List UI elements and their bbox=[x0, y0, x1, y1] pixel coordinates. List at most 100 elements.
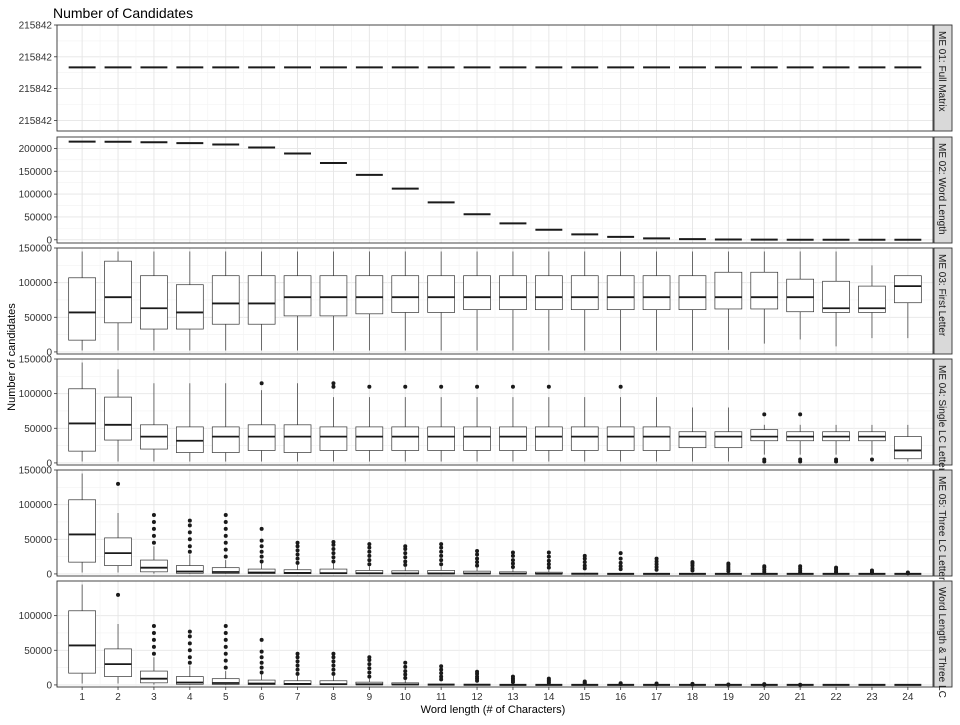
outlier-point bbox=[295, 540, 300, 545]
outlier-point bbox=[834, 457, 839, 462]
outlier-point bbox=[259, 549, 264, 554]
outlier-point bbox=[331, 667, 336, 672]
outlier-point bbox=[654, 567, 659, 572]
outlier-point bbox=[439, 384, 444, 389]
box-iqr bbox=[176, 565, 204, 574]
panel-4: 0 50000 100000 150000 ME 04: Single LC Lette… bbox=[19, 355, 953, 472]
facet-strip-label: ME 04: Single LC Letter bbox=[936, 365, 947, 472]
outlier-point bbox=[259, 559, 264, 564]
chart-title: Number of Candidates bbox=[53, 5, 193, 21]
outlier-point bbox=[403, 664, 408, 669]
panel-1: 215842 215842 215842 215842 ME 01: Full Matr… bbox=[19, 21, 953, 132]
box-13 bbox=[499, 384, 527, 462]
y-tick-label: 100000 bbox=[19, 389, 53, 400]
box-10 bbox=[391, 251, 420, 351]
facet-strip-label: ME 05: Three LC Letters bbox=[936, 476, 947, 585]
box-5 bbox=[211, 251, 240, 351]
outlier-point bbox=[116, 481, 121, 486]
outlier-point bbox=[403, 546, 408, 551]
box-iqr bbox=[535, 275, 563, 311]
x-tick-label: 6 bbox=[259, 692, 265, 703]
box-13 bbox=[499, 550, 527, 575]
box-iqr bbox=[104, 537, 132, 566]
box-iqr bbox=[211, 426, 240, 453]
outlier-point bbox=[223, 637, 228, 642]
outlier-point bbox=[367, 384, 372, 389]
outlier-point bbox=[259, 526, 264, 531]
y-tick-label: 150000 bbox=[19, 167, 53, 178]
x-tick-label: 20 bbox=[759, 692, 771, 703]
outlier-point bbox=[151, 624, 156, 629]
x-tick-label: 2 bbox=[115, 692, 121, 703]
outlier-point bbox=[403, 672, 408, 677]
box-11 bbox=[427, 251, 455, 351]
box-8 bbox=[319, 251, 348, 351]
outlier-point bbox=[475, 384, 480, 389]
panel-border bbox=[56, 247, 934, 355]
box-iqr bbox=[535, 426, 563, 451]
outlier-point bbox=[403, 669, 408, 674]
box-iqr bbox=[247, 568, 276, 574]
box-2 bbox=[104, 481, 132, 573]
box-19 bbox=[714, 407, 743, 462]
outlier-point bbox=[546, 558, 551, 563]
outlier-point bbox=[151, 630, 156, 635]
outlier-point bbox=[223, 533, 228, 538]
facet-strip bbox=[933, 24, 953, 132]
x-tick-label: 8 bbox=[331, 692, 337, 703]
outlier-point bbox=[654, 681, 659, 686]
outlier-point bbox=[187, 641, 192, 646]
box-20 bbox=[750, 682, 778, 687]
box-iqr bbox=[247, 424, 276, 451]
outlier-point bbox=[151, 540, 156, 545]
outlier-point bbox=[869, 457, 874, 462]
outlier-point bbox=[331, 546, 336, 551]
y-tick-label: 100000 bbox=[19, 278, 53, 289]
box-14 bbox=[535, 676, 563, 686]
y-tick-label: 50000 bbox=[24, 646, 52, 657]
panels-layer: 215842 215842 215842 215842 ME 01: Full Matr… bbox=[19, 21, 953, 698]
outlier-point bbox=[798, 564, 803, 569]
outlier-point bbox=[187, 523, 192, 528]
outlier-point bbox=[223, 540, 228, 545]
box-2 bbox=[104, 592, 132, 684]
box-15 bbox=[570, 251, 599, 351]
outlier-point bbox=[223, 665, 228, 670]
outlier-point bbox=[367, 655, 372, 660]
outlier-point bbox=[367, 553, 372, 558]
box-iqr bbox=[355, 426, 384, 451]
x-tick-label: 16 bbox=[615, 692, 627, 703]
box-3 bbox=[140, 383, 168, 462]
outlier-point bbox=[582, 560, 587, 565]
outlier-point bbox=[834, 565, 839, 570]
outlier-point bbox=[475, 552, 480, 557]
outlier-point bbox=[582, 556, 587, 561]
outlier-point bbox=[618, 384, 623, 389]
box-20 bbox=[750, 251, 779, 344]
x-tick-label: 15 bbox=[579, 692, 591, 703]
y-tick-label: 50000 bbox=[24, 535, 52, 546]
box-12 bbox=[463, 384, 491, 462]
box-23 bbox=[858, 568, 886, 575]
box-19 bbox=[714, 251, 743, 350]
box-iqr bbox=[283, 424, 312, 453]
box-iqr bbox=[606, 426, 635, 451]
outlier-point bbox=[618, 556, 623, 561]
outlier-point bbox=[510, 553, 515, 558]
box-iqr bbox=[822, 280, 850, 313]
outlier-point bbox=[151, 651, 156, 656]
x-tick-label: 1 bbox=[79, 692, 85, 703]
box-iqr bbox=[570, 426, 599, 451]
facet-strip bbox=[933, 247, 953, 355]
outlier-point bbox=[331, 551, 336, 556]
outlier-point bbox=[510, 550, 515, 555]
x-tick-label: 17 bbox=[651, 692, 663, 703]
box-iqr bbox=[176, 284, 204, 330]
outlier-point bbox=[439, 671, 444, 676]
box-22 bbox=[822, 424, 850, 464]
box-24 bbox=[894, 275, 922, 339]
box-4 bbox=[176, 518, 204, 574]
outlier-point bbox=[259, 381, 264, 386]
box-2 bbox=[104, 251, 132, 351]
outlier-point bbox=[618, 560, 623, 565]
